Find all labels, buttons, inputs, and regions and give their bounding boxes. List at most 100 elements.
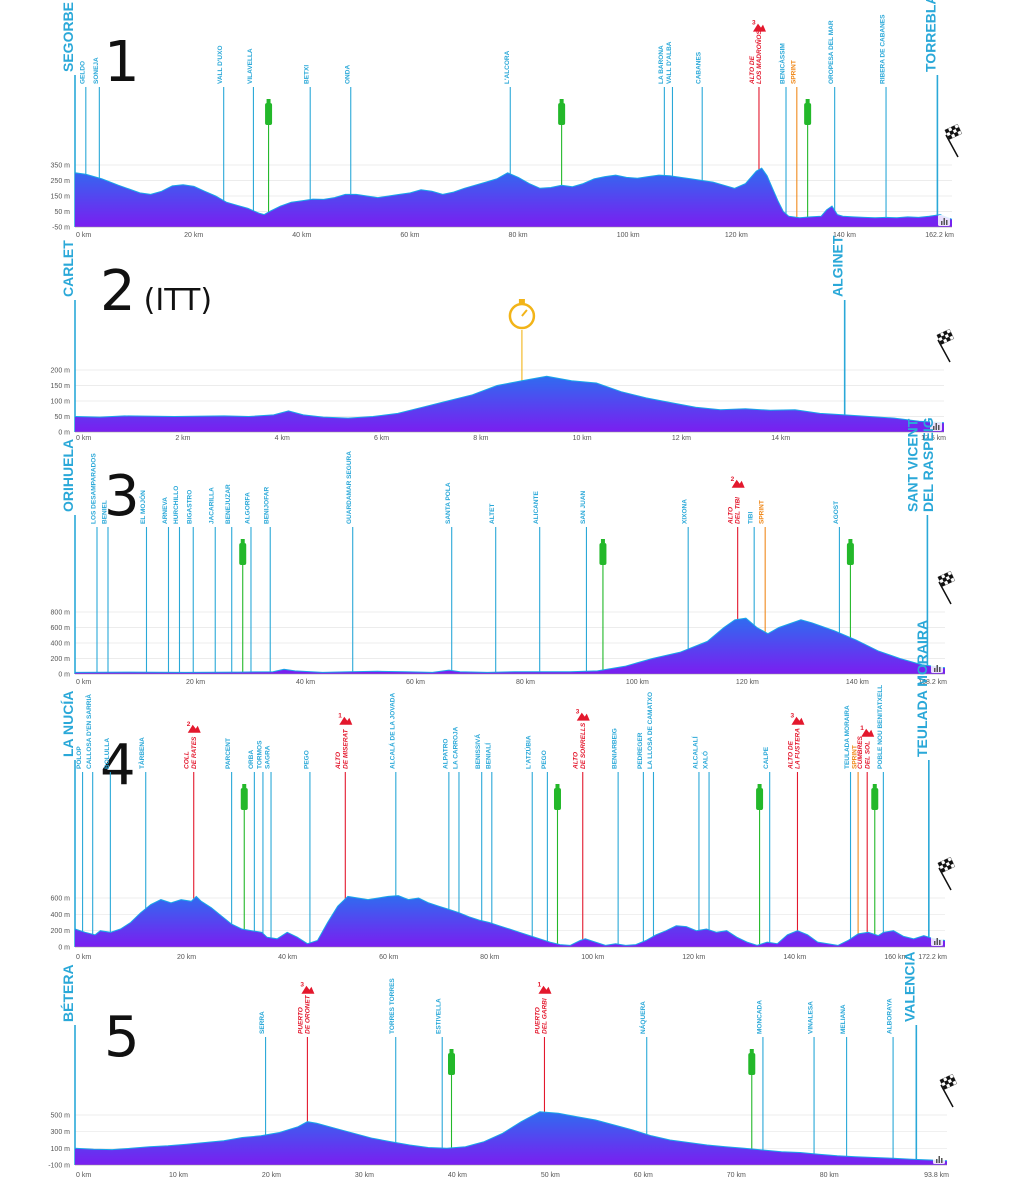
x-tick-label: 120 km — [736, 679, 759, 686]
climb-category: 3 — [576, 709, 580, 716]
town-label: GUARDAMAR SEGURA — [346, 451, 353, 524]
y-tick-label: 400 m — [51, 641, 71, 648]
town-label: VINALESA — [808, 1001, 815, 1034]
climb-label: LA FUSTERA — [795, 728, 802, 769]
route-markers: CARLET ALGINET — [60, 235, 846, 432]
sprint-label: SPRINT — [852, 745, 859, 769]
town-label: GELDO — [79, 61, 86, 84]
stage-2-profile-chart: 200 m 150 m 100 m 50 m 0 m 0 km 2 km 4 km 6 km 8 … — [51, 235, 955, 442]
climb-category: 1 — [537, 982, 541, 989]
feed-zone-bottle-icon — [448, 1053, 456, 1075]
mountain-category-icon: 1 — [860, 725, 875, 737]
mountain-category-icon: 3 — [576, 709, 590, 721]
town-label: TORRES TORRES — [389, 978, 396, 1034]
climb-label: PUERTO — [534, 1007, 541, 1034]
y-tick-label: 0 m — [58, 672, 70, 679]
feed-zone-bottle-icon — [239, 543, 247, 565]
town-label: ESTIVELLA — [436, 998, 443, 1034]
chart-toggle-icon[interactable] — [933, 1153, 945, 1164]
elevation-line — [74, 1111, 948, 1162]
town-label: OROPESA DEL MAR — [828, 20, 835, 84]
chart-toggle-icon[interactable] — [931, 935, 943, 946]
y-tick-label: 200 m — [51, 368, 71, 375]
town-label: BENIEL — [101, 500, 108, 524]
town-label: BOLULLA — [104, 738, 111, 769]
town-label: BENIALÍ — [483, 743, 492, 769]
elevation-area — [75, 376, 944, 432]
x-tick-label: 30 km — [355, 1172, 374, 1179]
chart-toggle-icon[interactable] — [938, 215, 950, 226]
x-tick-label: 160 km — [884, 954, 907, 961]
y-tick-label: 150 m — [51, 194, 71, 201]
town-label: TIBI — [748, 512, 755, 524]
town-label: TORMOS — [256, 740, 263, 769]
town-label: ORIHUELA — [60, 439, 76, 512]
x-tick-label: 60 km — [634, 1172, 653, 1179]
town-label: TEULADA MORAIRA — [914, 620, 930, 757]
x-tick-label: 70 km — [727, 1172, 746, 1179]
x-tick-label: 120 km — [725, 232, 748, 239]
x-tick-label: 14 km — [771, 435, 790, 442]
x-tick-label: 140 km — [833, 232, 856, 239]
town-label: BENISSIVÁ — [473, 734, 482, 769]
climb-label: LOS MADROÑOS — [754, 30, 763, 84]
stage-1-panel: 1 350 m 250 m 150 m 50 m -50 m 0 km 20 km 40 km… — [0, 0, 1027, 250]
feed-zone-bottle-icon — [599, 543, 607, 565]
climb-label: DEL TIBI — [735, 497, 742, 524]
x-tick-label: 0 km — [76, 232, 91, 239]
y-tick-label: 200 m — [51, 928, 71, 935]
y-tick-label: 800 m — [51, 610, 71, 617]
x-tick-label: 60 km — [379, 954, 398, 961]
y-tick-label: 150 m — [51, 383, 71, 390]
feed-zone-bottle-icon — [871, 788, 879, 810]
mountain-category-icon: 2 — [731, 476, 745, 488]
town-label: POLOP — [76, 746, 83, 769]
feed-zone-bottle-icon — [756, 788, 764, 810]
climb-category: 3 — [752, 20, 756, 27]
chart-toggle-icon[interactable] — [931, 662, 943, 673]
mountain-category-icon: 1 — [537, 982, 552, 994]
x-tick-label: 0 km — [76, 954, 91, 961]
town-label: TORREBLANCA — [922, 0, 938, 72]
town-label: LA CARROJA — [452, 726, 459, 769]
y-tick-label: 100 m — [51, 399, 71, 406]
x-tick-label: 80 km — [820, 1172, 839, 1179]
feed-zone-bottle-icon — [748, 1053, 756, 1075]
town-label: BENEJUZAR — [225, 484, 232, 524]
stage-3-number: 3 — [104, 469, 140, 525]
chart-toggle-icon[interactable] — [930, 420, 942, 431]
feed-zone-bottle-icon — [846, 543, 854, 565]
y-tick-label: 300 m — [51, 1129, 71, 1136]
feed-zone-bottle-icon — [240, 788, 248, 810]
town-label: PARCENT — [225, 738, 232, 769]
stage-1-number: 1 — [104, 35, 140, 91]
town-label: LA BARONA — [658, 45, 665, 84]
town-label: SANTA POLA — [445, 482, 452, 524]
sprint-label: SPRINT — [790, 60, 797, 84]
town-label: TEULADA MORAIRA — [844, 705, 851, 769]
town-label: ONDA — [344, 65, 351, 84]
town-label: SANT VICENT — [905, 418, 921, 512]
distance-label: 158.2 km — [918, 679, 947, 686]
x-tick-label: 40 km — [448, 1172, 467, 1179]
town-label: VALL D'UXO — [217, 45, 224, 84]
mountain-category-icon: 3 — [300, 982, 315, 994]
y-tick-label: 400 m — [51, 912, 71, 919]
y-tick-label: 250 m — [51, 178, 71, 185]
elevation-area — [75, 618, 945, 674]
x-tick-label: 100 km — [617, 232, 640, 239]
town-label: SAN JUAN — [580, 490, 587, 524]
stage-2-panel: 2 (ITT) 200 m 150 m 100 m 50 m 0 m 0 km 2 km 4 k… — [0, 235, 1027, 455]
y-tick-label: 0 m — [58, 430, 70, 437]
town-label: VALL D'ALBA — [666, 41, 673, 84]
mountain-category-icon: 3 — [752, 20, 766, 32]
town-label: PEGO — [303, 750, 310, 769]
elevation-line — [74, 375, 945, 424]
x-tick-label: 12 km — [672, 435, 691, 442]
sprint-label: SPRINT — [759, 500, 766, 524]
town-label: ALGORFA — [244, 492, 251, 524]
mountain-category-icon: 3 — [790, 713, 805, 725]
